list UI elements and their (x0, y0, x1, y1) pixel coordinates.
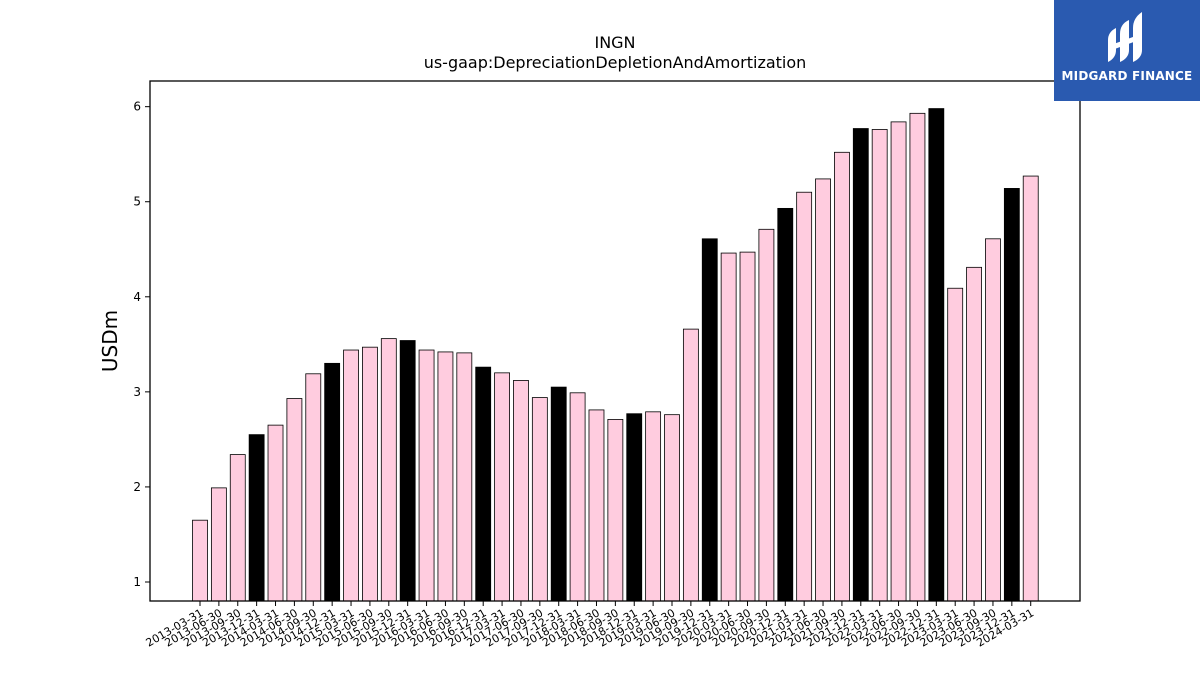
logo-text: MIDGARD FINANCE (1061, 69, 1193, 83)
brand-logo: MIDGARD FINANCE (1054, 0, 1200, 101)
bar-2023-06-30 (966, 266, 982, 602)
bar-2016-12-31 (475, 366, 492, 602)
y-tick-label: 6 (133, 100, 141, 114)
bar-2023-03-31 (947, 287, 964, 602)
bar-2024-03-31 (1022, 175, 1039, 602)
plot-frame (149, 80, 1081, 602)
y-axis: 1 2 3 4 5 6 (133, 100, 150, 589)
bar-2017-03-31 (494, 372, 510, 602)
bar-2021-12-31 (852, 128, 869, 602)
bar-2020-09-30 (758, 228, 775, 602)
bar-2017-12-31 (550, 386, 567, 602)
bar-2021-06-30 (815, 178, 831, 602)
bar-2017-09-30 (531, 397, 548, 602)
bar-2018-03-31 (569, 392, 586, 602)
bar-2019-12-31 (701, 238, 718, 602)
bar-2015-09-30 (380, 338, 397, 602)
bar-2021-03-31 (796, 191, 813, 602)
bar-2013-09-30 (229, 454, 246, 602)
y-axis-label: USDm (98, 310, 122, 372)
bar-2018-09-30 (607, 419, 624, 602)
y-tick-label: 1 (133, 575, 141, 589)
y-tick-label: 4 (133, 290, 141, 304)
bar-2014-12-31 (324, 362, 341, 602)
bar-2020-06-30 (739, 251, 756, 602)
bar-2022-03-31 (871, 129, 888, 602)
bar-2018-12-31 (626, 413, 643, 602)
bar-2016-03-31 (418, 349, 435, 602)
bar-2018-06-30 (588, 409, 605, 602)
x-axis: 2013-03-312013-06-302013-09-302013-12-31… (144, 601, 1036, 650)
bar-2022-06-30 (890, 121, 907, 602)
bar-2020-03-31 (720, 252, 737, 602)
bar-2020-12-31 (777, 207, 794, 602)
bar-2022-12-31 (928, 108, 945, 602)
bar-2019-03-31 (645, 411, 662, 602)
bar-2022-09-30 (909, 112, 926, 602)
bar-2016-09-30 (456, 352, 473, 602)
bar-2023-12-31 (1003, 188, 1020, 602)
bar-2021-09-30 (834, 151, 850, 602)
y-tick-label: 3 (133, 385, 141, 399)
bar-2013-06-30 (210, 487, 227, 602)
bar-2023-09-30 (985, 238, 1001, 602)
y-tick-label: 2 (133, 480, 141, 494)
bar-2019-06-30 (664, 414, 680, 602)
bar-2016-06-30 (437, 351, 454, 602)
chart-title: INGN (594, 33, 635, 52)
bar-2015-06-30 (362, 346, 378, 602)
bar-2014-09-30 (305, 373, 322, 602)
bar-2013-12-31 (248, 434, 265, 602)
bar-2014-06-30 (286, 398, 303, 602)
chart-subtitle: us-gaap:DepreciationDepletionAndAmortiza… (424, 53, 807, 72)
bar-2019-09-30 (682, 328, 699, 602)
bar-2015-12-31 (399, 340, 416, 602)
y-tick-label: 5 (133, 195, 141, 209)
bars (192, 108, 1039, 602)
bar-2014-03-31 (267, 424, 284, 602)
bar-2013-03-31 (192, 519, 208, 602)
bar-2017-06-30 (513, 380, 529, 602)
midgard-logo-icon (1108, 12, 1142, 62)
bar-2015-03-31 (343, 349, 359, 602)
